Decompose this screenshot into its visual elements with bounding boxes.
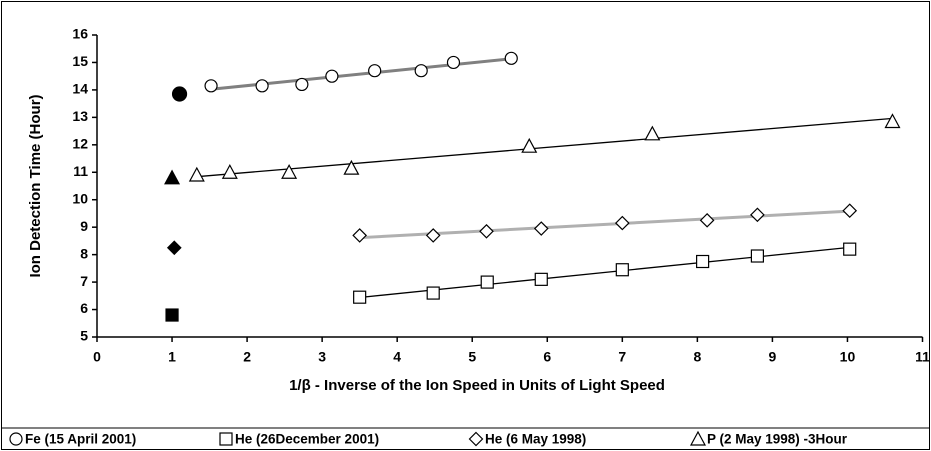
data-point [750,207,765,223]
x-tick-label: 1 [168,349,176,365]
x-tick-label: 9 [769,349,777,365]
data-point [353,290,367,304]
data-point [446,55,461,70]
filled-point [165,308,179,322]
legend-marker [219,432,233,446]
data-point [842,203,858,219]
data-point [699,212,715,228]
fit-line [359,246,850,299]
x-tick-label: 0 [93,349,101,365]
x-tick-label: 6 [543,349,551,365]
data-point [521,137,538,153]
y-tick-label: 16 [72,26,88,42]
data-point [696,254,710,269]
data-point [325,69,339,83]
data-point [221,164,238,179]
legend-marker [9,432,23,446]
y-tick-label: 13 [72,108,88,124]
legend-label: He (26December 2001) [235,432,379,447]
data-point [884,113,901,129]
y-tick-label: 9 [80,218,88,234]
data-point [750,249,765,263]
x-tick-label: 7 [618,349,626,365]
fit-line [196,117,893,178]
data-point [255,79,269,93]
data-point [281,164,298,179]
filled-point [164,169,181,185]
y-tick-label: 7 [80,273,88,289]
y-tick-label: 11 [73,163,88,179]
y-tick-label: 10 [72,190,88,206]
data-point [204,79,218,93]
data-point [479,223,494,239]
data-point [368,64,382,78]
filled-point [166,240,182,256]
legend-marker [468,431,484,447]
y-tick-label: 15 [72,53,88,69]
data-point [188,166,205,182]
x-tick-label: 3 [318,349,326,365]
y-axis-title: Ion Detection Time (Hour) [27,94,44,277]
data-point [504,51,518,65]
legend-label: He (6 May 1998) [485,432,586,447]
fit-line [359,209,850,240]
x-tick-label: 4 [393,349,401,365]
data-point [480,275,494,289]
y-tick-label: 6 [80,300,88,316]
data-point [534,272,548,286]
x-tick-label: 5 [468,349,476,365]
x-axis-title: 1/β - Inverse of the Ion Speed in Units … [289,377,665,394]
y-tick-label: 5 [80,328,88,344]
data-point [295,77,309,92]
y-tick-label: 12 [72,136,88,152]
x-tick-label: 10 [840,349,856,365]
data-point [614,215,630,231]
legend-marker [689,430,707,446]
data-point [352,228,368,243]
data-point [644,125,661,141]
data-point [533,221,549,236]
filled-point [171,86,188,102]
y-tick-label: 14 [72,81,88,97]
x-tick-label: 2 [243,349,251,365]
data-point [843,242,857,256]
data-point [615,263,629,277]
data-point [426,286,440,300]
data-point [343,159,360,175]
legend-label: Fe (15 April 2001) [25,432,136,447]
x-tick-label: 11 [915,349,930,365]
data-point [425,228,441,243]
legend-label: P (2 May 1998) -3Hour [707,432,848,447]
y-tick-label: 8 [80,245,88,261]
x-tick-label: 8 [693,349,701,365]
data-point [414,64,428,78]
